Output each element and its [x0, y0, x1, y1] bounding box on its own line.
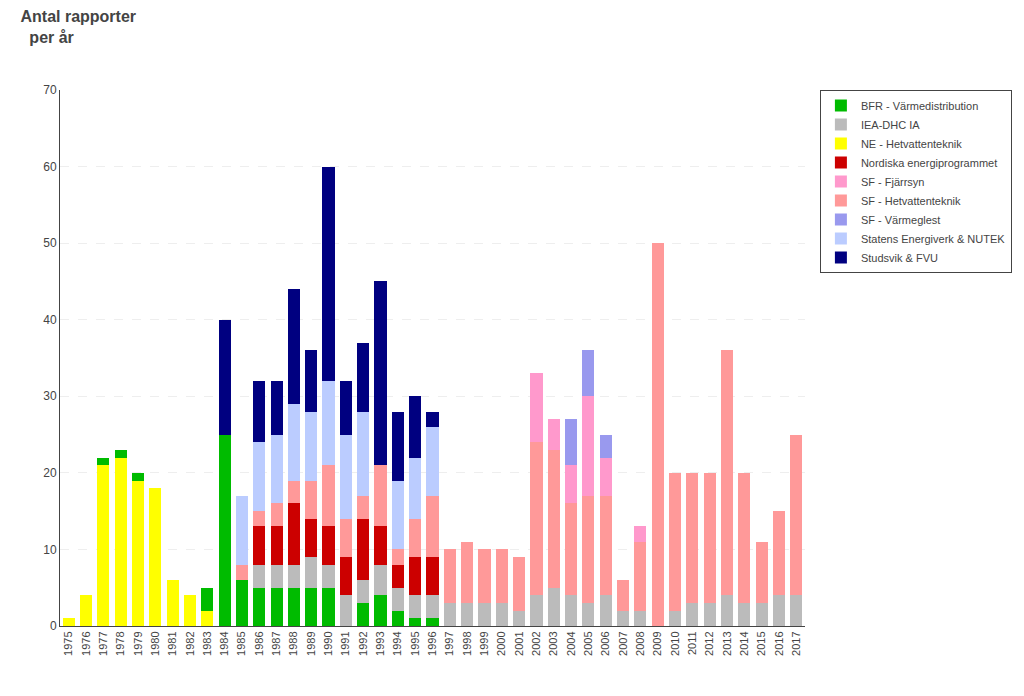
svg-text:10: 10: [43, 543, 57, 557]
svg-text:1983: 1983: [201, 631, 213, 655]
svg-text:1977: 1977: [97, 631, 109, 655]
svg-text:50: 50: [43, 236, 57, 250]
svg-text:70: 70: [43, 83, 57, 97]
svg-text:1997: 1997: [443, 631, 455, 655]
svg-text:30: 30: [43, 389, 57, 403]
svg-text:1984: 1984: [218, 631, 230, 655]
svg-text:BFR - Värmedistribution: BFR - Värmedistribution: [861, 100, 978, 112]
svg-text:1987: 1987: [270, 631, 282, 655]
svg-text:1981: 1981: [166, 631, 178, 655]
svg-text:40: 40: [43, 313, 57, 327]
svg-text:2016: 2016: [773, 631, 785, 655]
svg-text:2010: 2010: [669, 631, 681, 655]
svg-text:1979: 1979: [132, 631, 144, 655]
svg-text:60: 60: [43, 160, 57, 174]
svg-text:1994: 1994: [391, 631, 403, 655]
svg-text:1992: 1992: [357, 631, 369, 655]
svg-text:2003: 2003: [547, 631, 559, 655]
svg-text:1993: 1993: [374, 631, 386, 655]
svg-text:20: 20: [43, 466, 57, 480]
svg-text:NE - Hetvattenteknik: NE - Hetvattenteknik: [861, 138, 962, 150]
svg-text:SF - Värmeglest: SF - Värmeglest: [861, 214, 940, 226]
svg-text:1998: 1998: [461, 631, 473, 655]
svg-text:1990: 1990: [322, 631, 334, 655]
svg-text:1978: 1978: [114, 631, 126, 655]
svg-text:2008: 2008: [634, 631, 646, 655]
svg-text:2001: 2001: [513, 631, 525, 655]
svg-text:1986: 1986: [253, 631, 265, 655]
svg-text:1989: 1989: [305, 631, 317, 655]
svg-text:1988: 1988: [287, 631, 299, 655]
svg-text:1995: 1995: [409, 631, 421, 655]
svg-text:Statens Energiverk & NUTEK: Statens Energiverk & NUTEK: [861, 233, 1005, 245]
svg-text:Antal rapporter per år: Antal rapporter per år: [20, 8, 136, 46]
svg-text:2005: 2005: [582, 631, 594, 655]
svg-text:1996: 1996: [426, 631, 438, 655]
svg-text:2007: 2007: [617, 631, 629, 655]
svg-text:1976: 1976: [80, 631, 92, 655]
svg-text:SF - Fjärrsyn: SF - Fjärrsyn: [861, 176, 925, 188]
svg-text:2002: 2002: [530, 631, 542, 655]
svg-text:2017: 2017: [790, 631, 802, 655]
svg-text:SF - Hetvattenteknik: SF - Hetvattenteknik: [861, 195, 961, 207]
svg-text:0: 0: [50, 619, 57, 633]
svg-text:1982: 1982: [184, 631, 196, 655]
svg-text:2011: 2011: [686, 631, 698, 655]
svg-text:2014: 2014: [738, 631, 750, 655]
svg-text:2013: 2013: [721, 631, 733, 655]
svg-text:1975: 1975: [62, 631, 74, 655]
svg-text:1985: 1985: [235, 631, 247, 655]
svg-text:1980: 1980: [149, 631, 161, 655]
svg-text:2000: 2000: [495, 631, 507, 655]
svg-text:2012: 2012: [703, 631, 715, 655]
svg-text:Nordiska energiprogrammet: Nordiska energiprogrammet: [861, 157, 997, 169]
svg-text:1999: 1999: [478, 631, 490, 655]
svg-text:Studsvik & FVU: Studsvik & FVU: [861, 252, 938, 264]
svg-text:2015: 2015: [755, 631, 767, 655]
svg-text:2006: 2006: [599, 631, 611, 655]
svg-text:2004: 2004: [565, 631, 577, 655]
svg-text:IEA-DHC IA: IEA-DHC IA: [861, 119, 920, 131]
svg-text:2009: 2009: [651, 631, 663, 655]
svg-text:1991: 1991: [339, 631, 351, 655]
